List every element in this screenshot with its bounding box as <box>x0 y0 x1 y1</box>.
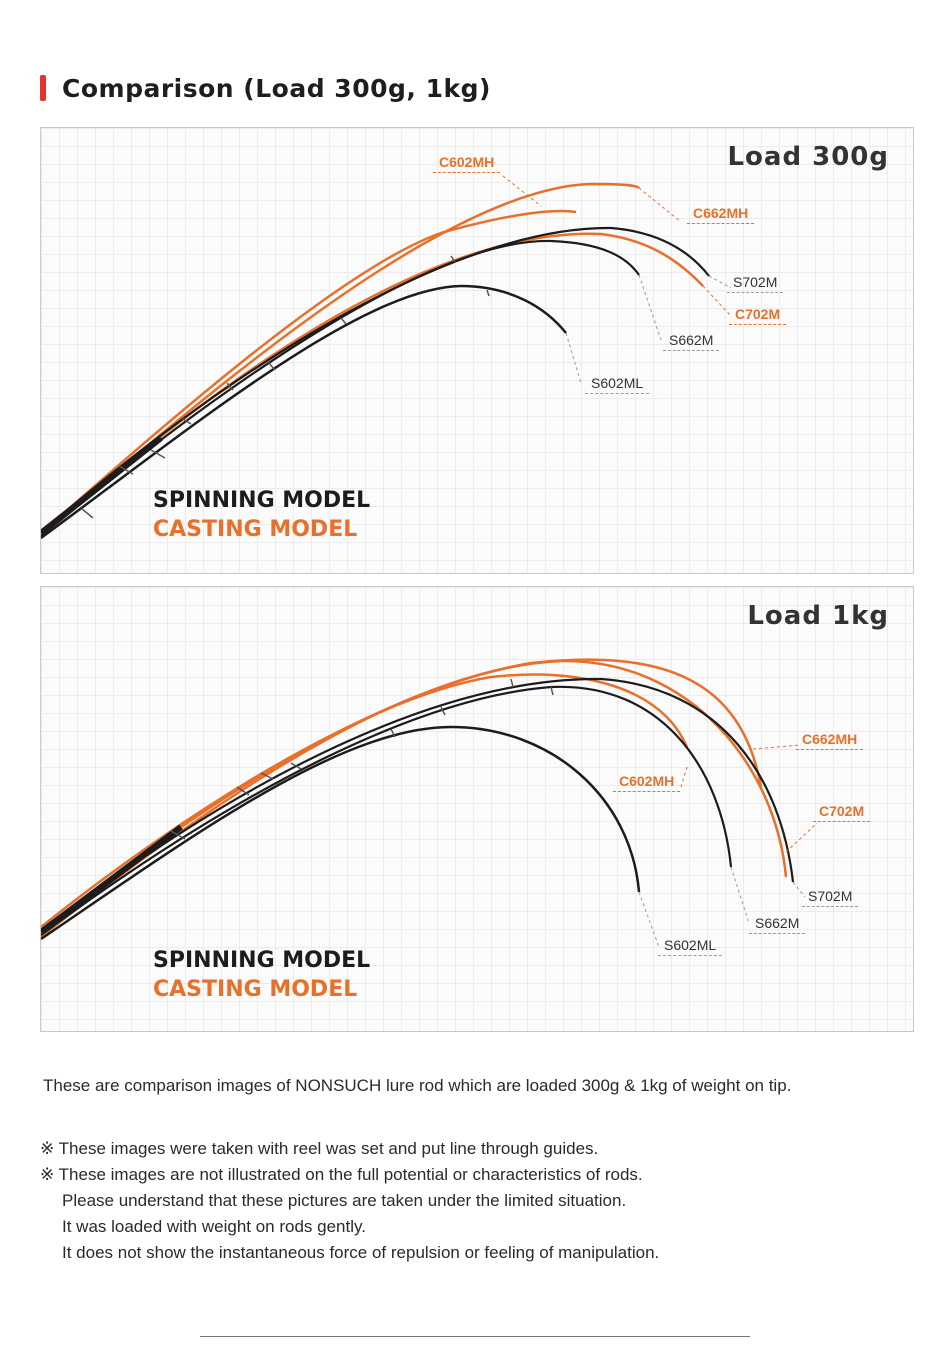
load-300g-panel: Load 300g C602MH C662MH S702M C702M S662… <box>40 127 914 574</box>
rod-guides <box>170 678 554 840</box>
rod-curve-s702m <box>41 677 795 933</box>
leader-lines <box>638 744 818 948</box>
rod-curves-1kg <box>41 658 818 948</box>
rod-butt <box>41 435 163 536</box>
rod-label-s602ml: S602ML <box>585 375 650 394</box>
note-item: ※ These images are not illustrated on th… <box>40 1165 643 1184</box>
note-item: Please understand that these pictures ar… <box>62 1191 627 1210</box>
rod-curve-c602mh <box>41 673 689 928</box>
rod-label-s702m: S702M <box>727 274 784 293</box>
rod-label-c662mh: C662MH <box>687 205 755 224</box>
rod-curve-c702m <box>41 659 788 938</box>
rod-curve-c602mh <box>41 209 577 534</box>
rod-curve-s662m <box>41 685 733 936</box>
rod-label-c662mh: C662MH <box>796 731 864 750</box>
rod-curves-300g <box>41 175 732 540</box>
rod-label-s662m: S662M <box>663 332 720 351</box>
rod-label-c702m: C702M <box>813 803 871 822</box>
legend-spinning: SPINNING MODEL <box>153 488 371 513</box>
note-item: It does not show the instantaneous force… <box>62 1243 660 1262</box>
rod-label-c702m: C702M <box>729 306 787 325</box>
title-accent-bar <box>40 75 46 101</box>
divider <box>200 1336 750 1337</box>
legend-spinning: SPINNING MODEL <box>153 948 371 973</box>
rod-butt <box>41 824 183 935</box>
load-label: Load 1kg <box>747 601 889 631</box>
rod-label-s662m: S662M <box>749 915 806 934</box>
rod-label-s602ml: S602ML <box>658 937 723 956</box>
rod-curve-s602ml <box>41 284 567 540</box>
legend: SPINNING MODEL CASTING MODEL <box>153 946 370 1004</box>
legend: SPINNING MODEL CASTING MODEL <box>153 486 370 544</box>
legend-casting: CASTING MODEL <box>153 977 358 1002</box>
load-label: Load 300g <box>727 142 889 172</box>
description-text: These are comparison images of NONSUCH l… <box>43 1076 792 1095</box>
load-1kg-panel: Load 1kg C662MH C602MH C702M S702M S662M… <box>40 586 914 1032</box>
rod-curve-s662m <box>41 239 640 537</box>
rod-curve-c662mh <box>41 658 763 933</box>
notes: ※ These images were taken with reel was … <box>40 1136 659 1266</box>
legend-casting: CASTING MODEL <box>153 517 358 542</box>
note-item: ※ These images were taken with reel was … <box>40 1139 599 1158</box>
rod-label-c602mh: C602MH <box>433 154 501 173</box>
rod-curve-s602ml <box>41 725 641 941</box>
page-title: Comparison (Load 300g, 1kg) <box>62 73 491 103</box>
rod-guides <box>80 255 490 519</box>
section-title: Comparison (Load 300g, 1kg) <box>40 72 491 104</box>
rod-label-c602mh: C602MH <box>613 773 681 792</box>
rod-label-s702m: S702M <box>802 888 859 907</box>
leader-lines <box>502 175 732 384</box>
note-item: It was loaded with weight on rods gently… <box>62 1217 366 1236</box>
